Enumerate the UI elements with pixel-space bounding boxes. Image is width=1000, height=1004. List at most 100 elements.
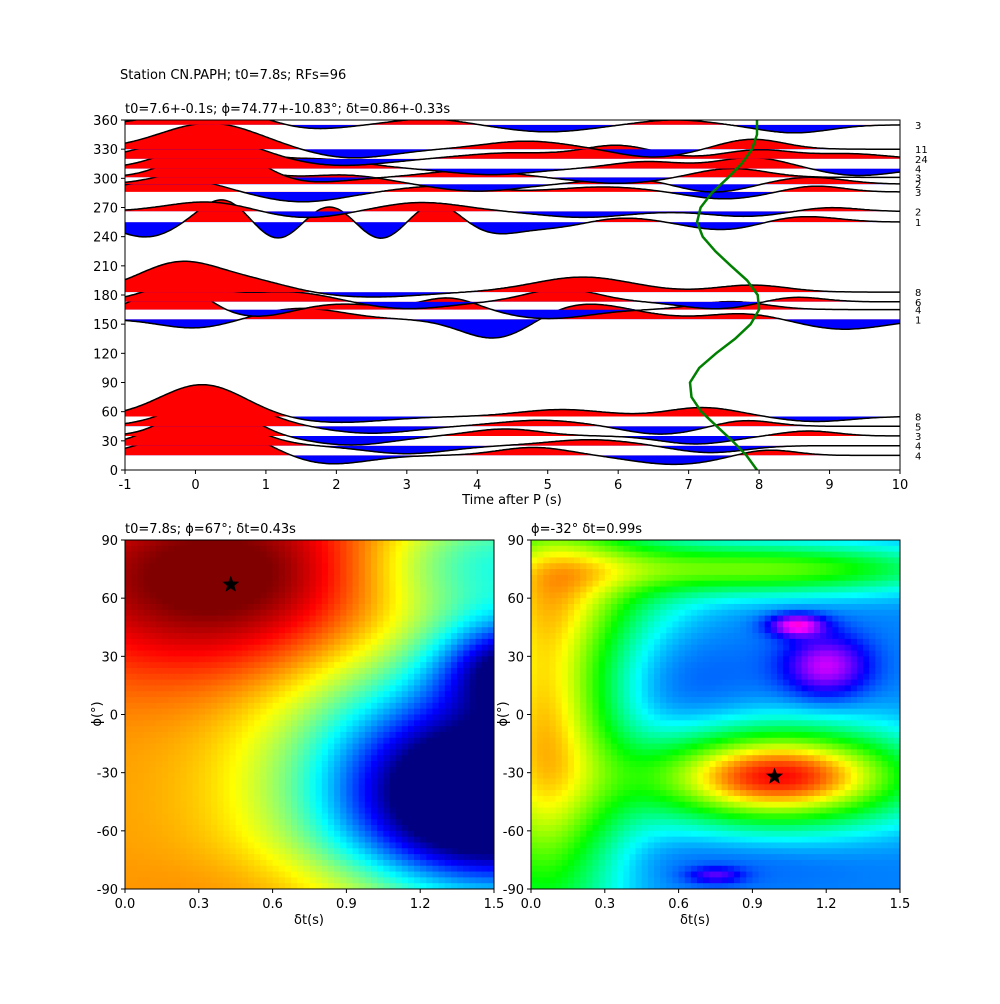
heat-cell [642, 575, 649, 581]
heat-cell [556, 557, 563, 563]
heat-cell [217, 837, 224, 843]
heat-cell [414, 610, 421, 616]
heat-cell [328, 773, 335, 779]
heat-cell [629, 616, 636, 622]
heat-cell [260, 581, 267, 587]
heat-cell [199, 656, 206, 662]
heat-cell [310, 610, 317, 616]
heat-cell [242, 819, 249, 825]
heat-cell [642, 831, 649, 837]
heat-cell [211, 651, 218, 657]
heat-cell [150, 732, 157, 738]
heat-cell [297, 645, 304, 651]
heat-cell [353, 592, 360, 598]
heat-cell [426, 581, 433, 587]
heat-cell [568, 668, 575, 674]
heat-cell [125, 778, 132, 784]
heat-cell [205, 616, 212, 622]
heat-cell [371, 773, 378, 779]
heat-cell [543, 726, 550, 732]
heat-cell [605, 563, 612, 569]
heat-cell [340, 877, 347, 883]
heat-cell [156, 616, 163, 622]
heat-cell [279, 761, 286, 767]
heat-cell [482, 866, 489, 872]
heat-cell [599, 709, 606, 715]
heat-cell [279, 837, 286, 843]
heat-cell [562, 761, 569, 767]
heat-cell [469, 813, 476, 819]
heat-cell [636, 854, 643, 860]
heat-cell [328, 802, 335, 808]
heat-cell [303, 685, 310, 691]
heat-cell [396, 808, 403, 814]
heat-cell [174, 755, 181, 761]
heat-cell [310, 691, 317, 697]
heat-cell [389, 563, 396, 569]
heat-cell [531, 755, 538, 761]
heat-cell [322, 563, 329, 569]
heat-cell [193, 703, 200, 709]
heat-cell [611, 680, 618, 686]
heat-cell [476, 726, 483, 732]
heat-cell [310, 685, 317, 691]
heat-cell [137, 831, 144, 837]
heat-cell [291, 662, 298, 668]
rf-count-label: 2 [915, 207, 921, 218]
heat-cell [568, 778, 575, 784]
x-tick-label: 1 [262, 478, 270, 493]
heat-cell [482, 802, 489, 808]
heat-cell [174, 842, 181, 848]
heat-cell [593, 552, 600, 558]
heat-cell [371, 755, 378, 761]
heat-cell [636, 837, 643, 843]
heat-cell [543, 569, 550, 575]
heat-cell [562, 552, 569, 558]
heat-cell [580, 651, 587, 657]
heat-cell [273, 552, 280, 558]
heat-cell [469, 732, 476, 738]
heat-cell [426, 819, 433, 825]
heat-cell [248, 546, 255, 552]
heat-cell [383, 680, 390, 686]
heat-cell [353, 866, 360, 872]
heat-cell [611, 587, 618, 593]
heat-cell [377, 662, 384, 668]
heat-cell [605, 848, 612, 854]
heat-cell [593, 767, 600, 773]
heat-cell [346, 784, 353, 790]
heat-cell [285, 621, 292, 627]
heat-cell [593, 668, 600, 674]
heat-cell [340, 715, 347, 721]
heat-cell [426, 842, 433, 848]
heat-cell [316, 569, 323, 575]
heat-cell [125, 610, 132, 616]
heat-cell [162, 610, 169, 616]
heat-cell [402, 651, 409, 657]
heat-cell [180, 854, 187, 860]
heat-cell [353, 674, 360, 680]
heat-cell [205, 651, 212, 657]
heat-cell [439, 802, 446, 808]
heat-cell [180, 802, 187, 808]
heat-cell [353, 685, 360, 691]
heat-cell [303, 773, 310, 779]
heat-cell [377, 877, 384, 883]
heat-cell [568, 732, 575, 738]
heat-cell [322, 621, 329, 627]
heat-cell [648, 592, 655, 598]
heat-cell [303, 720, 310, 726]
heat-cell [537, 808, 544, 814]
heat-cell [371, 639, 378, 645]
heat-cell [187, 703, 194, 709]
heat-cell [396, 773, 403, 779]
heat-cell [599, 540, 606, 546]
heat-cell [193, 546, 200, 552]
heat-cell [322, 546, 329, 552]
heat-cell [531, 784, 538, 790]
heat-cell [217, 796, 224, 802]
heat-cell [346, 831, 353, 837]
heat-cell [439, 854, 446, 860]
heat-cell [389, 680, 396, 686]
heat-cell [131, 557, 138, 563]
